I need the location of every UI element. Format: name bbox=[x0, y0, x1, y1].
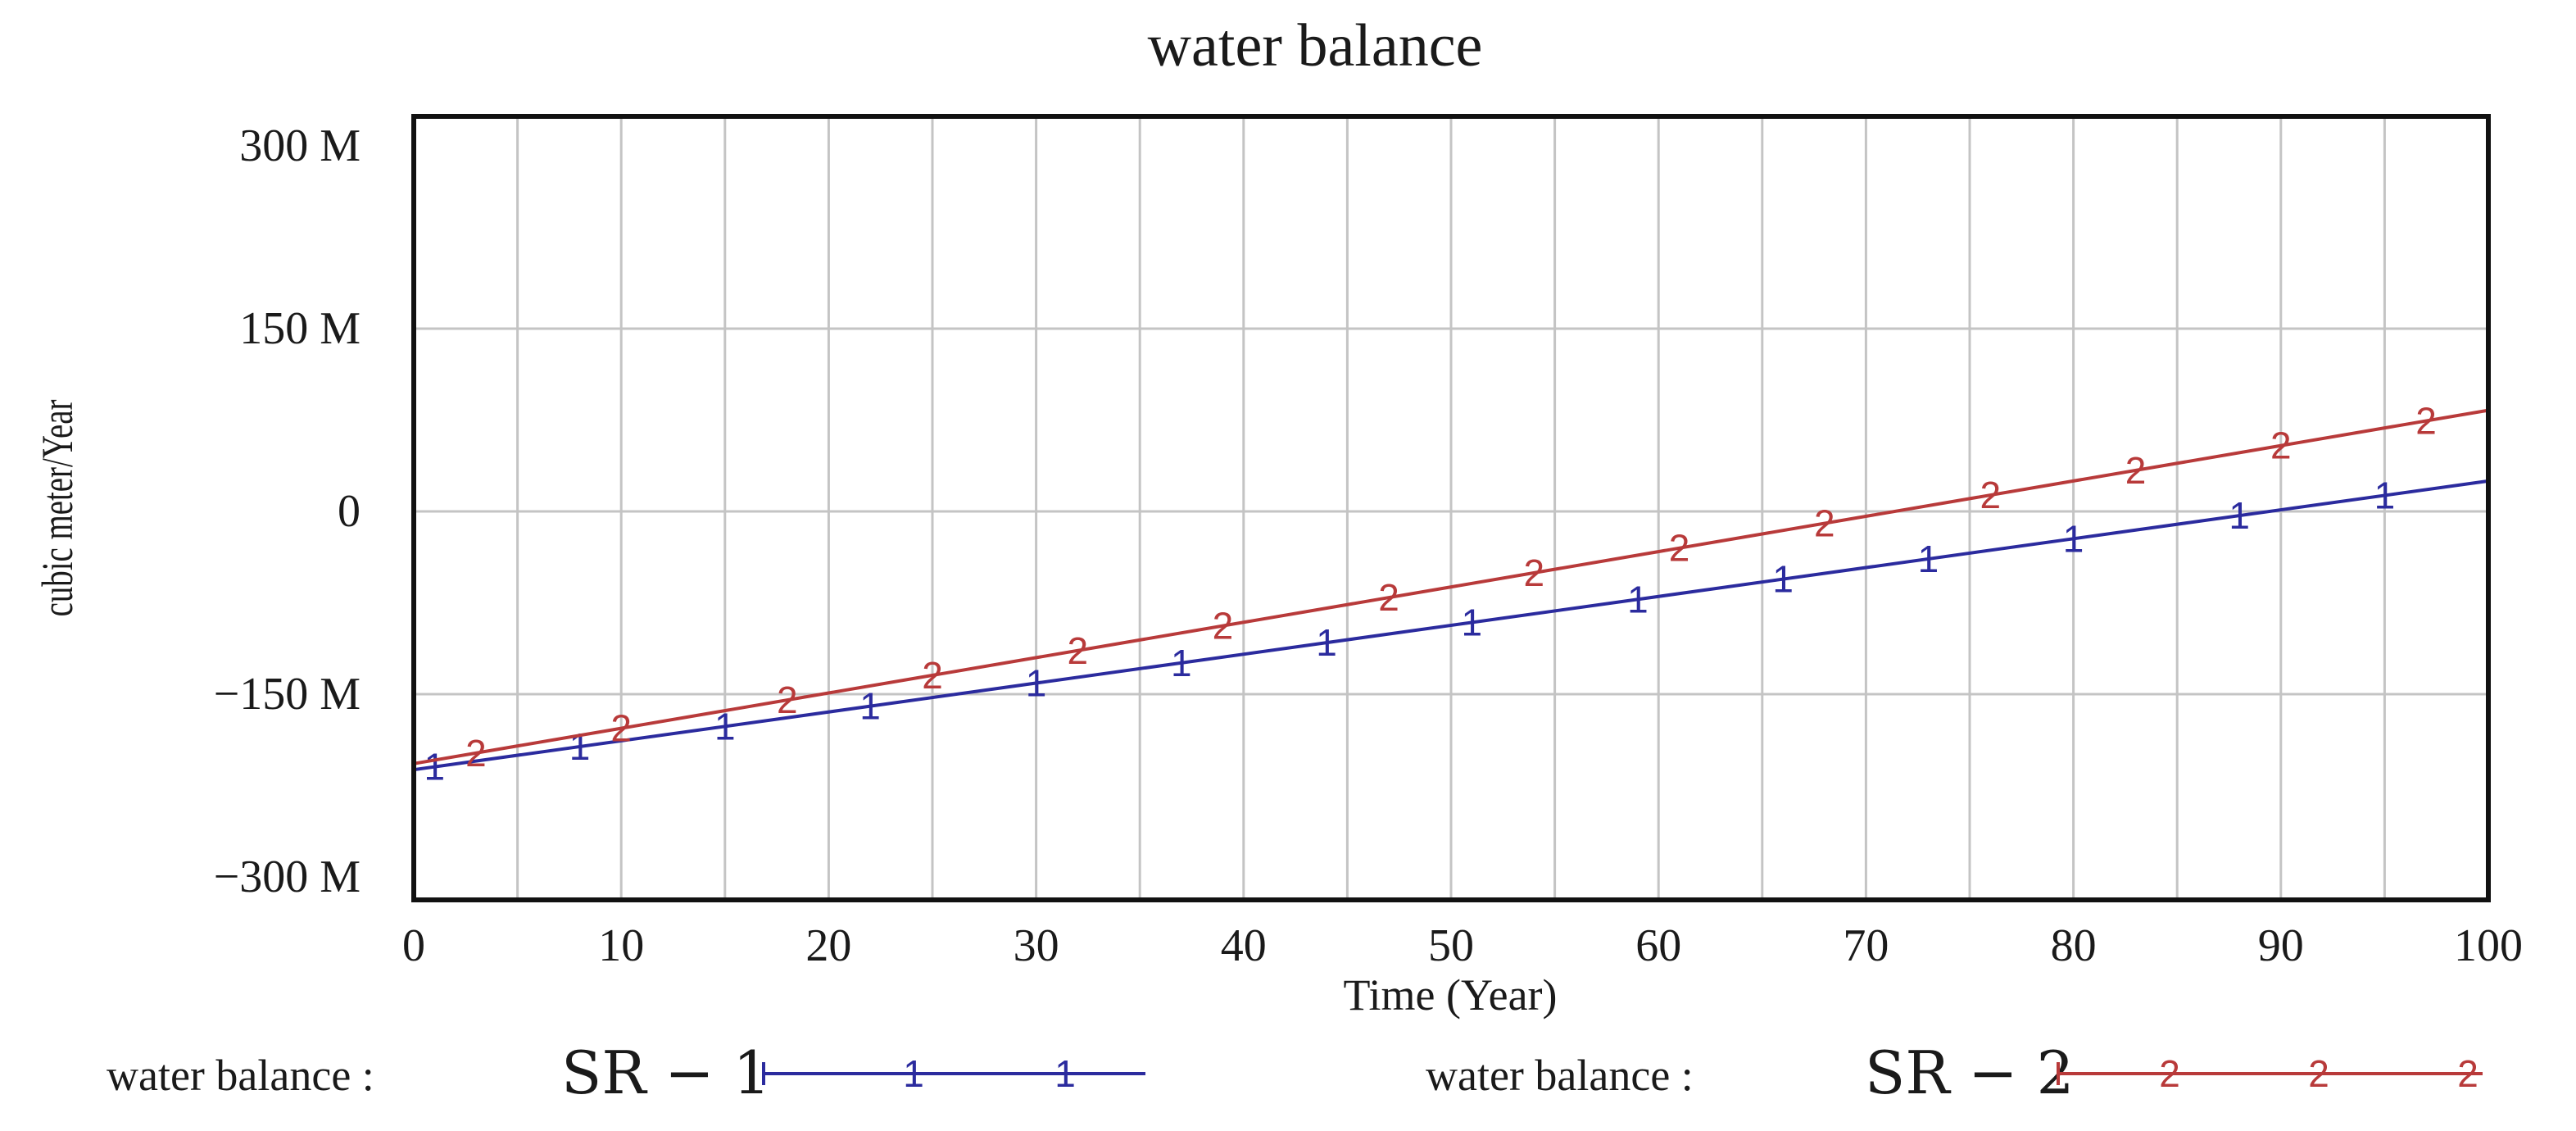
x-axis-tick-labels: 0 10 20 30 40 50 60 70 80 90 100 bbox=[402, 920, 2523, 971]
x-tick-label: 100 bbox=[2454, 920, 2523, 971]
series-2-marker: 2 bbox=[777, 679, 798, 721]
series-1-marker: 1 bbox=[1026, 661, 1047, 704]
series-1-marker: 1 bbox=[1772, 558, 1794, 601]
series-1-marker: 1 bbox=[424, 746, 446, 788]
series-2-marker: 2 bbox=[922, 654, 943, 697]
x-tick-label: 30 bbox=[1014, 920, 1059, 971]
x-tick-label: 90 bbox=[2258, 920, 2304, 971]
series-2-marker: 2 bbox=[465, 732, 487, 774]
series-line-2 bbox=[413, 408, 2489, 765]
series-2-marker: 2 bbox=[2415, 400, 2437, 443]
series-1-marker: 1 bbox=[1918, 538, 1939, 580]
series-2-marker: 2 bbox=[2270, 425, 2292, 467]
series-1-marker: 1 bbox=[1462, 601, 1483, 643]
plot-frame bbox=[411, 114, 2491, 902]
legend: water balance : SR − 1 1 1 water balance : … bbox=[107, 1038, 2483, 1107]
legend-marker-2: 2 bbox=[2159, 1052, 2180, 1095]
y-tick-label: −300 M bbox=[214, 852, 361, 902]
legend-label-2: water balance : bbox=[1426, 1051, 1694, 1100]
x-tick-label: 0 bbox=[402, 920, 425, 971]
series-1-marker: 1 bbox=[859, 685, 881, 728]
series-2-marker: 2 bbox=[1213, 605, 1234, 647]
series-2-marker: 2 bbox=[610, 707, 632, 750]
y-axis-tick-labels: 300 M 150 M 0 −150 M −300 M bbox=[214, 120, 361, 902]
x-tick-label: 70 bbox=[1843, 920, 1889, 971]
x-tick-label: 40 bbox=[1221, 920, 1267, 971]
legend-series-name-1: SR − 1 bbox=[561, 1038, 770, 1107]
legend-marker-2: 2 bbox=[2457, 1052, 2478, 1095]
x-tick-label: 60 bbox=[1635, 920, 1681, 971]
series-2-marker: 2 bbox=[1523, 552, 1544, 594]
series-2-marker: 2 bbox=[1067, 629, 1088, 672]
series-1-marker: 1 bbox=[1171, 642, 1192, 684]
x-axis-title: Time (Year) bbox=[1343, 970, 1557, 1020]
x-tick-label: 80 bbox=[2051, 920, 2097, 971]
series-2-marker: 2 bbox=[1669, 527, 1690, 570]
series-2-marker: 2 bbox=[1378, 576, 1399, 619]
series-1-marker: 1 bbox=[2374, 474, 2396, 516]
legend-series-name-2: SR − 2 bbox=[1865, 1038, 2074, 1107]
y-tick-label: 150 M bbox=[239, 303, 361, 354]
legend-marker-1: 1 bbox=[1054, 1052, 1076, 1095]
grid-lines bbox=[414, 116, 2488, 900]
legend-marker-2: 2 bbox=[2308, 1052, 2329, 1095]
x-tick-label: 10 bbox=[598, 920, 644, 971]
series-1-marker: 1 bbox=[2229, 494, 2250, 537]
series-2-marker: 2 bbox=[1980, 474, 2002, 516]
series-1-marker: 1 bbox=[2063, 517, 2084, 560]
legend-label-1: water balance : bbox=[107, 1051, 374, 1100]
y-tick-label: −150 M bbox=[214, 669, 361, 720]
x-tick-label: 20 bbox=[805, 920, 851, 971]
x-tick-label: 50 bbox=[1428, 920, 1474, 971]
series-1-marker: 1 bbox=[569, 725, 591, 768]
series-2-marker: 2 bbox=[2125, 449, 2147, 492]
series-line-1 bbox=[413, 479, 2489, 772]
y-tick-label: 0 bbox=[338, 486, 361, 537]
chart-title: water balance bbox=[1148, 12, 1483, 79]
y-tick-label: 300 M bbox=[239, 120, 361, 171]
series-1-marker: 1 bbox=[1316, 621, 1337, 664]
series-2-marker: 2 bbox=[1814, 502, 1835, 545]
y-axis-title: cubic meter/Year bbox=[34, 399, 83, 616]
series-1-marker: 1 bbox=[1627, 578, 1649, 620]
legend-marker-1: 1 bbox=[903, 1052, 924, 1095]
